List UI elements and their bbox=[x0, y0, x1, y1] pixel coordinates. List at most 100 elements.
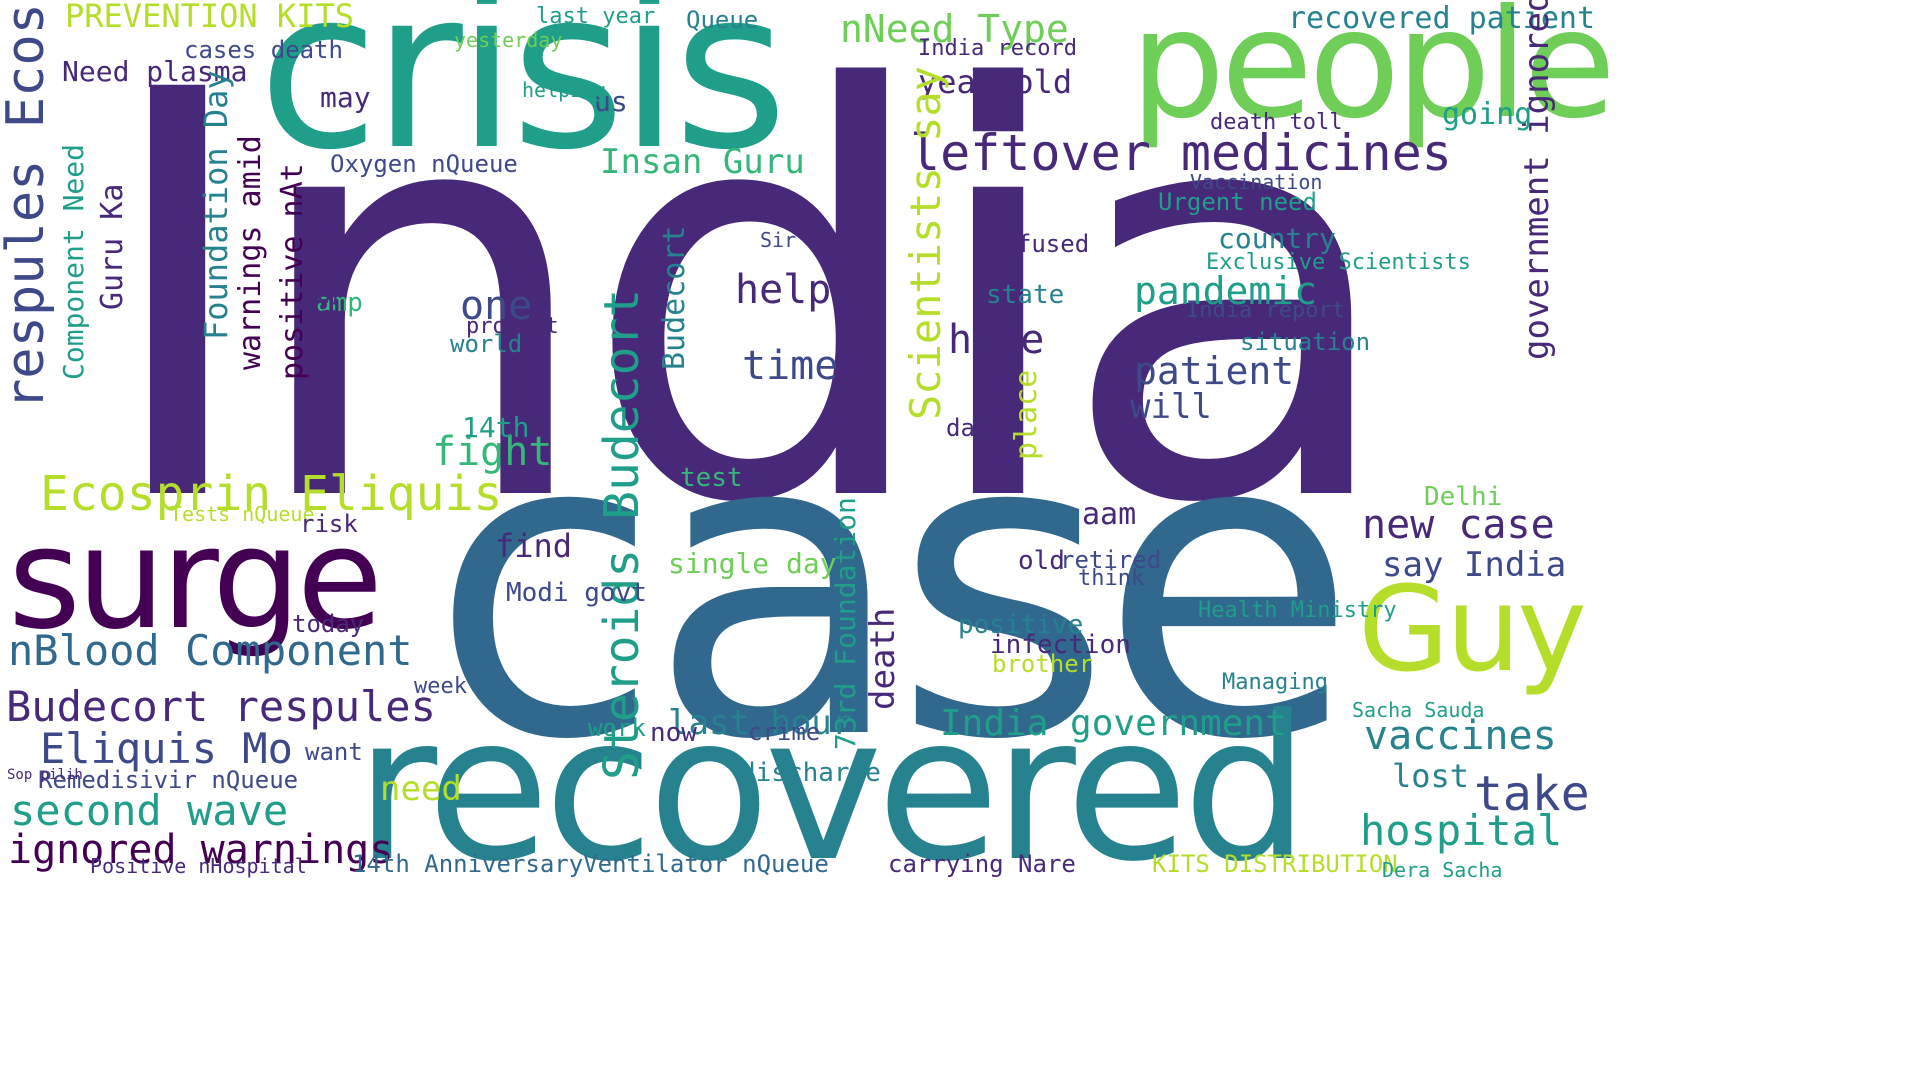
word-crime: crime bbox=[748, 718, 821, 746]
word-old: old bbox=[1018, 546, 1065, 576]
word-managing: Managing bbox=[1222, 670, 1328, 695]
word-refused: refused bbox=[988, 230, 1090, 258]
word-scientists-say: Scientists say bbox=[901, 65, 950, 420]
word-going: going bbox=[1442, 97, 1533, 132]
word-need: need bbox=[380, 769, 462, 809]
word-ecosprin-eliquis: Ecosprin Eliquis bbox=[40, 466, 503, 522]
word-fight: fight bbox=[432, 429, 553, 475]
word-india: India bbox=[95, 0, 1402, 626]
word-find: find bbox=[495, 527, 573, 565]
word-dera-sacha: Dera Sacha bbox=[1382, 858, 1503, 882]
word-budecort: Budecort bbox=[657, 225, 692, 371]
word-brother: brother bbox=[992, 650, 1094, 678]
word-think: think bbox=[1078, 566, 1145, 591]
word-guy: Guy bbox=[1358, 560, 1587, 698]
word-place: place bbox=[1009, 369, 1044, 460]
word-kits-distribution: KITS DISTRIBUTION bbox=[1152, 850, 1398, 878]
word-oxygen-nqueue: Oxygen nQueue bbox=[330, 150, 518, 178]
word-cases-death: cases death bbox=[184, 36, 343, 64]
word-time: time bbox=[742, 343, 839, 389]
word-recovered-patient: recovered patient bbox=[1288, 1, 1596, 36]
word-surge: surge bbox=[8, 498, 383, 661]
word-sop-pilih: Sop pilih bbox=[7, 767, 83, 783]
word-carrying-nare: carrying Nare bbox=[888, 850, 1076, 878]
word-ignored-warnings: ignored warnings bbox=[8, 827, 394, 873]
word-second-wave: second wave bbox=[10, 786, 289, 835]
word-recovered: recovered bbox=[355, 673, 1309, 906]
word-retired: retired bbox=[1060, 546, 1162, 574]
word-us: us bbox=[594, 85, 628, 118]
word-tests-nqueue: Tests nQueue bbox=[170, 502, 315, 526]
word-infection: infection bbox=[990, 630, 1131, 660]
word-vaccination: Vaccination bbox=[1190, 170, 1323, 194]
word-vaccines: vaccines bbox=[1364, 713, 1557, 759]
word-work: work bbox=[588, 714, 646, 742]
word-today: today bbox=[292, 610, 365, 638]
word-will: will bbox=[1130, 387, 1212, 427]
word-discharge: discharge bbox=[740, 758, 881, 788]
word-lost: lost bbox=[1392, 757, 1470, 795]
word-amp: amp bbox=[316, 288, 363, 318]
word-delhi: Delhi bbox=[1424, 482, 1503, 512]
word-people: people bbox=[1130, 0, 1616, 152]
word-now: now bbox=[650, 718, 697, 748]
word-crisis: crisis bbox=[258, 0, 788, 198]
word-budecort-respules: Budecort respules bbox=[6, 682, 436, 731]
word-one: one bbox=[460, 283, 533, 329]
word-respules-ecosprin: respules Ecosprin bbox=[0, 0, 56, 410]
word-cremations: Cremations bbox=[309, 289, 344, 470]
word-patient: patient bbox=[1134, 349, 1295, 393]
word-india-report: India report bbox=[1186, 298, 1345, 323]
word-eliquis-mo: Eliquis Mo bbox=[40, 724, 293, 773]
word-14th: 14th bbox=[462, 411, 530, 444]
word-foundation-day: Foundation Day bbox=[197, 70, 235, 340]
word-want: want bbox=[305, 738, 363, 766]
word-state: state bbox=[986, 280, 1065, 310]
word-help: help bbox=[735, 267, 832, 313]
word-helping: helping bbox=[522, 78, 607, 102]
word-sir: Sir bbox=[760, 228, 797, 252]
word-week: week bbox=[414, 674, 467, 699]
word-world: world bbox=[450, 330, 523, 358]
word-health-ministry: Health Ministry bbox=[1198, 598, 1397, 623]
word-positive-nhospital: Positive nHospital bbox=[90, 854, 307, 878]
word-risk: risk bbox=[300, 510, 358, 538]
word-home: home bbox=[948, 317, 1045, 363]
word-yesterday: yesterday bbox=[454, 28, 563, 52]
word-hospital: hospital bbox=[1360, 806, 1563, 855]
word-protest: protest bbox=[466, 314, 559, 339]
word-need-plasma: Need plasma bbox=[62, 55, 248, 88]
word-exclusive-scientists: Exclusive Scientists bbox=[1206, 250, 1471, 275]
word-anniversary: 14th AnniversaryVentilator nQueue bbox=[352, 850, 829, 878]
word-nneed-type: nNeed Type bbox=[840, 7, 1069, 51]
word-73rd-foundation: 73rd Foundation bbox=[829, 497, 862, 750]
word-test: test bbox=[680, 463, 743, 493]
word-case: case bbox=[430, 343, 1358, 832]
word-nblood-component: nBlood Component bbox=[8, 626, 413, 675]
word-component-need: Component Need bbox=[57, 143, 90, 380]
word-queue: Queue bbox=[686, 6, 759, 34]
word-death-toll: death toll bbox=[1210, 110, 1343, 135]
word-single-day: single day bbox=[668, 547, 837, 580]
word-may: may bbox=[320, 81, 371, 114]
word-death: death bbox=[863, 607, 903, 710]
word-pandemic: pandemic bbox=[1134, 269, 1318, 313]
word-country: country bbox=[1218, 222, 1337, 255]
word-new-case: new case bbox=[1362, 502, 1555, 548]
word-guru-ka: Guru Ka bbox=[95, 183, 130, 310]
word-insan-guru: Insan Guru bbox=[600, 142, 805, 182]
word-india-government: India government bbox=[940, 703, 1287, 744]
word-take: take bbox=[1474, 766, 1590, 822]
word-modi-govt: Modi govt bbox=[506, 578, 647, 608]
word-say-india: say India bbox=[1382, 545, 1567, 585]
word-year-old: year old bbox=[918, 63, 1073, 101]
word-last-hour: last hour bbox=[668, 703, 853, 743]
word-warnings-amid: warnings amid bbox=[233, 135, 268, 370]
word-india-record: India record bbox=[918, 36, 1077, 61]
word-urgent-need: Urgent need bbox=[1158, 188, 1317, 216]
word-last-year: last year bbox=[536, 4, 656, 29]
word-situation: situation bbox=[1240, 328, 1371, 356]
word-positive-nat: positive nAt bbox=[275, 163, 310, 380]
word-positive: positive bbox=[958, 610, 1084, 640]
